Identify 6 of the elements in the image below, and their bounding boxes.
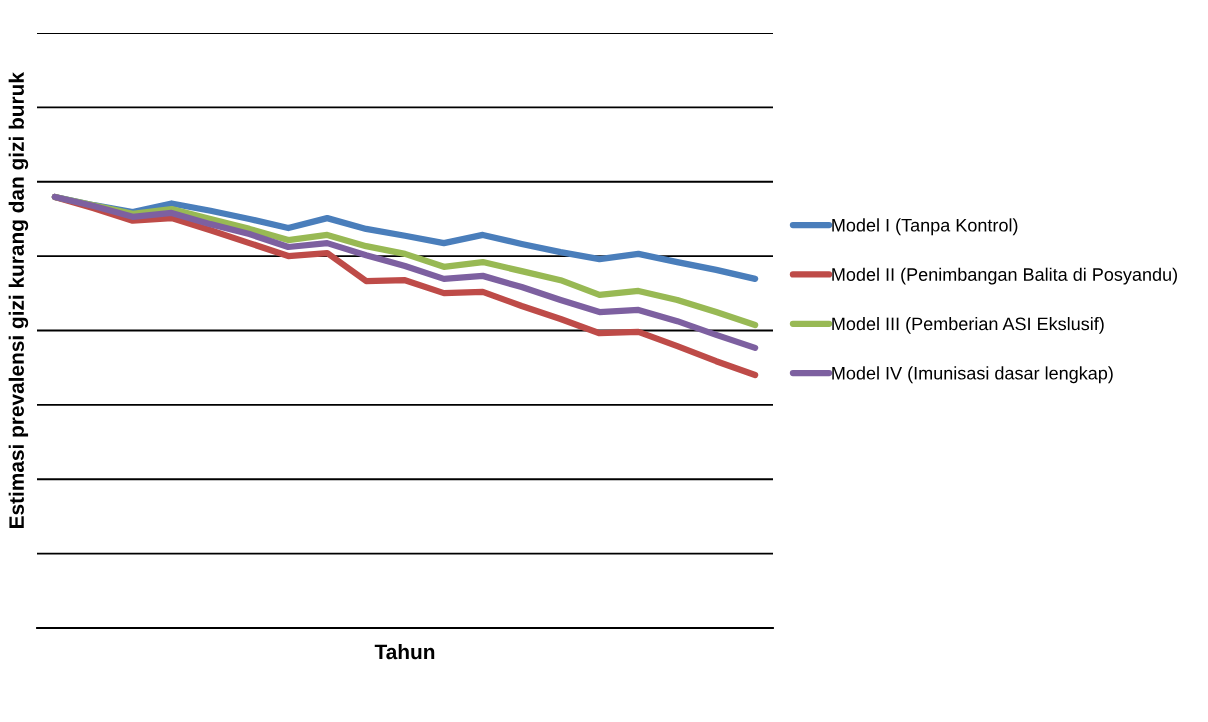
legend-label: Model I (Tanpa Kontrol) [832, 218, 1018, 236]
legend-label: Model II (Penimbangan Balita di Posyandu) [832, 267, 1177, 285]
y-axis-title: Estimasi prevalensi gizi kurang dan gizi buruk [8, 72, 29, 528]
x-axis-title: Tahun [374, 643, 435, 660]
legend-label: Model III (Pemberian ASI Ekslusif) [832, 317, 1104, 334]
legend-label: Model IV (Imunisasi dasar lengkap) [832, 366, 1113, 384]
